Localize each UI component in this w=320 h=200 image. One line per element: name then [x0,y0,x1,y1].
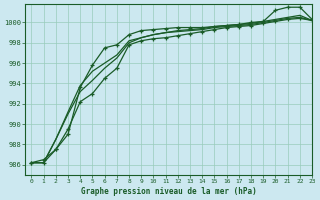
X-axis label: Graphe pression niveau de la mer (hPa): Graphe pression niveau de la mer (hPa) [81,187,257,196]
